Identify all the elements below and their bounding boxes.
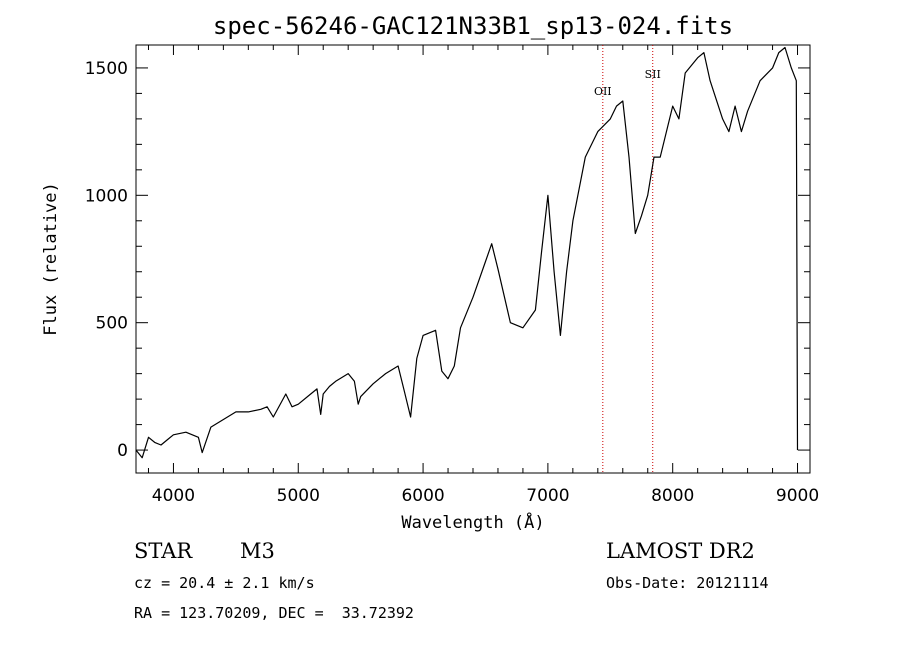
x-tick-label: 5000 [277,486,320,506]
velocity-text: cz = 20.4 ± 2.1 km/s [134,574,315,592]
y-tick-label: 1500 [85,59,128,79]
y-axis-label: Flux (relative) [41,182,61,336]
plot-frame [135,44,811,474]
axis-ticks: 4000 5000 6000 7000 8000 9000 0 500 1000 1500 [85,45,819,506]
spectral-line-markers: OII SII [594,45,661,473]
spectrum-series-line [135,46,799,459]
x-tick-label: 6000 [401,486,444,506]
spectral-line-label: OII [594,85,612,98]
chart-title: spec-56246-GAC121N33B1_sp13-024.fits [213,12,733,40]
x-tick-label: 4000 [152,486,195,506]
y-tick-label: 500 [96,314,128,334]
x-tick-label: 7000 [526,486,569,506]
object-subclass: M3 [240,539,275,563]
obs-date: Obs-Date: 20121114 [606,574,769,592]
x-tick-label: 8000 [651,486,694,506]
object-class: STAR [134,539,193,563]
x-axis-label: Wavelength (Å) [401,511,544,533]
spectrum-chart: spec-56246-GAC121N33B1_sp13-024.fits 400… [41,12,819,533]
y-tick-label: 0 [117,441,128,461]
y-tick-label: 1000 [85,186,128,206]
spectral-line-label: SII [645,68,661,81]
x-tick-label: 9000 [776,486,819,506]
survey-name: LAMOST DR2 [606,539,755,563]
coordinates-text: RA = 123.70209, DEC = 33.72392 [134,604,414,622]
